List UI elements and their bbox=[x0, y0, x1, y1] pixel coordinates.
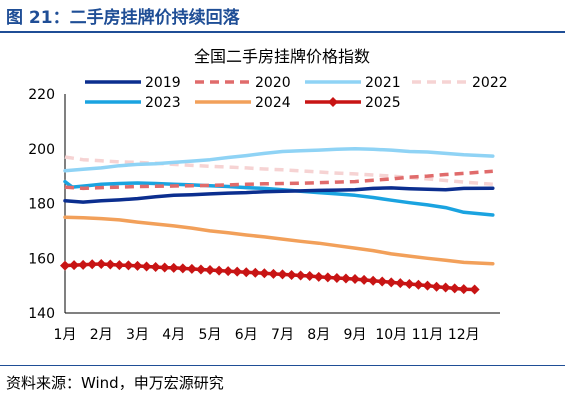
legend: 2019 2020 2021 2022 2023 2024 2025 bbox=[85, 75, 508, 111]
series-point-2025 bbox=[186, 263, 197, 274]
series-line-2021 bbox=[63, 147, 495, 173]
legend-label-2019: 2019 bbox=[145, 75, 181, 91]
series-point-2025 bbox=[404, 278, 415, 289]
series-point-2025 bbox=[141, 261, 152, 272]
series-line-2019 bbox=[63, 186, 495, 204]
x-tick-label: 11月 bbox=[412, 327, 444, 343]
series-point-2025 bbox=[422, 280, 433, 291]
series-line-2023 bbox=[63, 179, 495, 217]
series-point-2025 bbox=[277, 269, 288, 280]
source-note: 资料来源：Wind，申万宏源研究 bbox=[6, 374, 224, 392]
series-point-2025 bbox=[105, 259, 116, 270]
series-point-2025 bbox=[395, 278, 406, 289]
series-point-2025 bbox=[295, 270, 306, 281]
series-point-2025 bbox=[368, 275, 379, 286]
series-point-2025 bbox=[114, 260, 125, 271]
series-point-2025 bbox=[250, 267, 261, 278]
series-point-2025 bbox=[322, 272, 333, 283]
series-point-2025 bbox=[286, 269, 297, 280]
series-point-2025 bbox=[386, 277, 397, 288]
x-tick-label: 4月 bbox=[162, 327, 185, 343]
series-point-2025 bbox=[123, 260, 134, 271]
series-line-2020 bbox=[64, 169, 493, 191]
legend-label-2021: 2021 bbox=[365, 75, 401, 91]
legend-label-2025: 2025 bbox=[365, 95, 401, 111]
series-point-2025 bbox=[60, 260, 70, 271]
series-point-2025 bbox=[214, 265, 225, 276]
series-point-2025 bbox=[159, 262, 170, 273]
series-point-2025 bbox=[440, 282, 451, 293]
legend-marker-2025 bbox=[328, 97, 338, 107]
source-rule bbox=[0, 365, 565, 366]
price-index-chart: 全国二手房挂牌价格指数 2019 2020 2021 2022 2023 2024 2025… bbox=[28, 47, 508, 343]
series-point-2025 bbox=[259, 268, 270, 279]
x-tick-label: 5月 bbox=[199, 327, 222, 343]
series-point-2025 bbox=[331, 272, 342, 283]
series-line-2024 bbox=[63, 215, 495, 266]
legend-label-2023: 2023 bbox=[145, 95, 181, 111]
legend-label-2022: 2022 bbox=[472, 75, 508, 91]
series-point-2025 bbox=[359, 274, 370, 285]
figure-title: 图 21：二手房挂牌价持续回落 bbox=[6, 8, 240, 28]
series-point-2025 bbox=[241, 267, 252, 278]
series-point-2025 bbox=[205, 265, 215, 276]
series-point-2025 bbox=[96, 258, 107, 269]
series-point-2025 bbox=[223, 266, 234, 277]
series-point-2025 bbox=[150, 262, 161, 273]
x-tick-label: 12月 bbox=[448, 327, 480, 343]
series-point-2025 bbox=[195, 264, 206, 275]
y-tick-label: 200 bbox=[28, 142, 55, 158]
chart-title: 全国二手房挂牌价格指数 bbox=[194, 47, 370, 66]
series-point-2025 bbox=[168, 262, 179, 273]
series-point-2025 bbox=[268, 268, 279, 279]
series-point-2025 bbox=[449, 283, 460, 294]
series-point-2025 bbox=[87, 259, 98, 270]
legend-label-2024: 2024 bbox=[255, 95, 291, 111]
series-point-2025 bbox=[313, 271, 324, 282]
y-tick-label: 220 bbox=[28, 87, 55, 103]
y-tick-label: 160 bbox=[28, 251, 55, 267]
series-point-2025 bbox=[350, 274, 360, 285]
title-rule bbox=[0, 31, 565, 33]
series-point-2025 bbox=[78, 259, 89, 270]
x-tick-label: 10月 bbox=[375, 327, 407, 343]
y-tick-label: 140 bbox=[28, 306, 55, 322]
x-tick-label: 7月 bbox=[271, 327, 294, 343]
x-tick-label: 8月 bbox=[307, 327, 330, 343]
series-point-2025 bbox=[413, 279, 424, 290]
x-tick-label: 9月 bbox=[344, 327, 367, 343]
series-point-2025 bbox=[458, 284, 469, 295]
series-point-2025 bbox=[132, 260, 143, 271]
series-point-2025 bbox=[377, 276, 388, 287]
legend-label-2020: 2020 bbox=[255, 75, 291, 91]
x-tick-label: 1月 bbox=[54, 327, 77, 343]
y-tick-label: 180 bbox=[28, 197, 55, 213]
series-line-2022 bbox=[64, 155, 493, 187]
x-tick-label: 2月 bbox=[90, 327, 113, 343]
series-point-2025 bbox=[177, 263, 188, 274]
axes: 140 160 180 200 220 1月 2月 3月 4月 5月 6月 7月 8月 9月 10月 11月 1… bbox=[28, 87, 500, 343]
series-point-2025 bbox=[340, 273, 351, 284]
series-point-2025 bbox=[469, 284, 480, 295]
series-point-2025 bbox=[431, 281, 442, 292]
x-tick-label: 3月 bbox=[126, 327, 149, 343]
x-tick-label: 6月 bbox=[235, 327, 258, 343]
series-layer bbox=[60, 147, 495, 295]
series-point-2025 bbox=[232, 266, 243, 277]
series-point-2025 bbox=[69, 260, 80, 271]
series-point-2025 bbox=[304, 271, 315, 282]
